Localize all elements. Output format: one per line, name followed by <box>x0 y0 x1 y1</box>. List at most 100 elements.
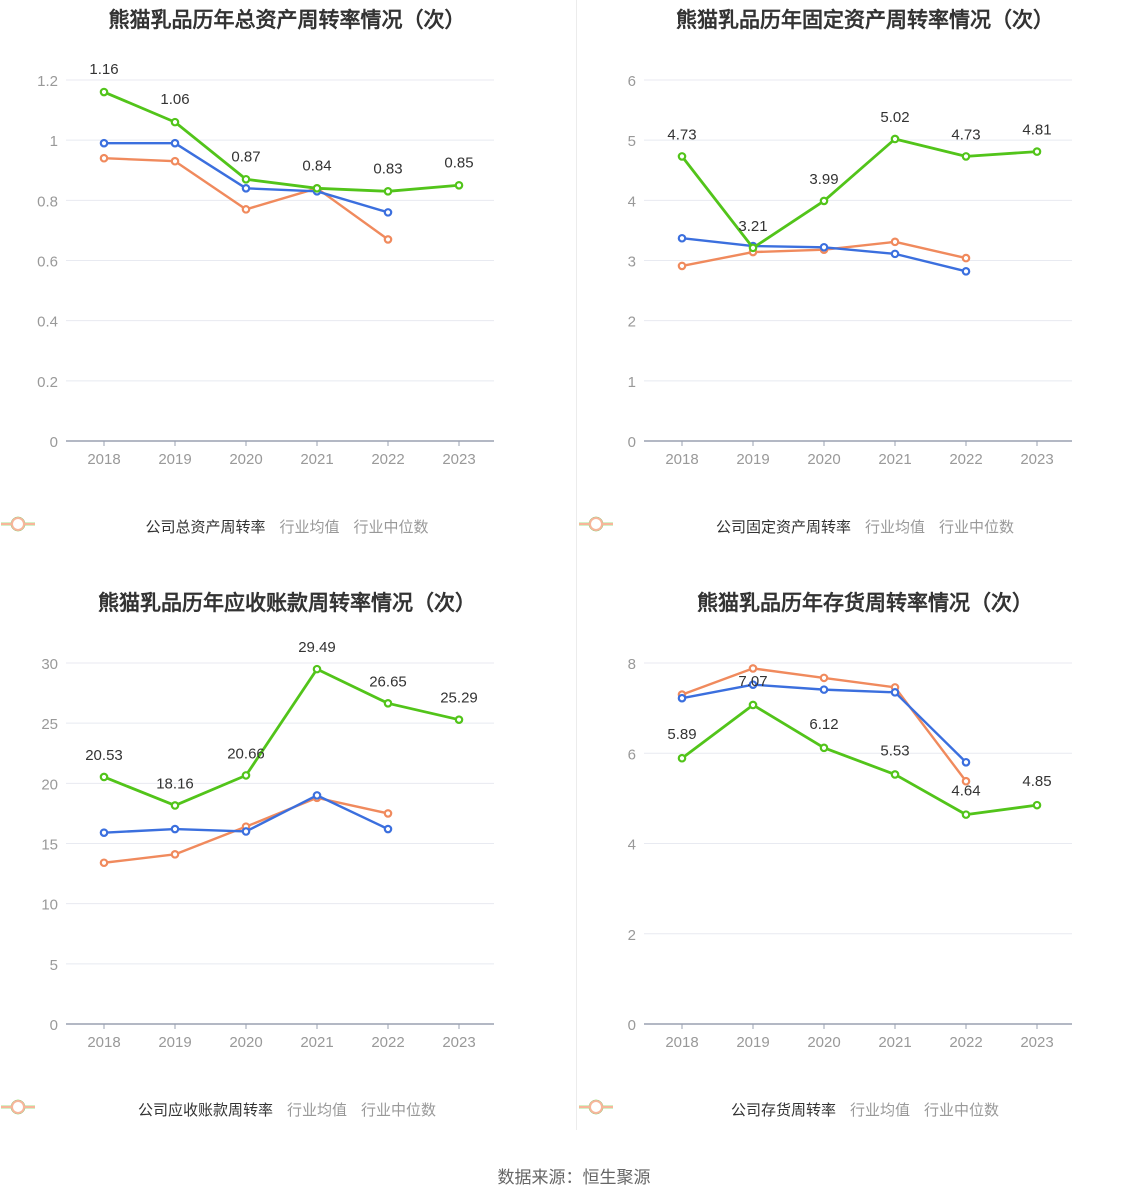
legend-item-industry-median[interactable]: 行业中位数 <box>1 516 429 537</box>
data-point-company <box>170 117 180 127</box>
data-point-company <box>961 810 971 819</box>
series-line-company <box>680 137 1038 250</box>
x-tick-label: 2021 <box>878 1034 911 1051</box>
data-label: 0.85 <box>444 154 473 171</box>
chart-plot: 0 5 10 15 20 25 30 2018 2019 2020 2021 2022 2023 20.5… <box>41 639 494 1051</box>
y-tick-label: 0 <box>50 1017 58 1034</box>
y-tick-label: 6 <box>628 73 636 90</box>
data-point-industry-avg <box>170 138 180 148</box>
legend-label: 公司存货周转率 <box>730 1102 836 1119</box>
data-point-industry-median <box>961 253 971 263</box>
legend-item-company[interactable]: 公司固定资产周转率 <box>579 516 851 537</box>
data-point-industry-median <box>383 235 393 244</box>
data-point-industry-avg <box>99 138 109 148</box>
data-point-company <box>819 196 829 206</box>
legend-item-industry-median[interactable]: 行业中位数 <box>1 1099 436 1120</box>
data-point-industry-avg <box>312 791 322 800</box>
chart-legend: 公司存货周转率 行业均值 行业中位数 <box>578 1099 1148 1120</box>
y-tick-label: 2 <box>628 314 636 331</box>
legend-item-industry-average[interactable]: 行业均值 <box>579 516 925 537</box>
y-tick-label: 4 <box>628 837 636 854</box>
data-label: 0.84 <box>302 157 331 174</box>
data-point-industry-avg <box>241 827 251 836</box>
data-point-industry-median <box>819 673 829 683</box>
data-label: 4.73 <box>951 126 980 143</box>
y-tick-label: 15 <box>41 837 58 854</box>
chart-title: 熊猫乳品历年固定资产周转率情况（次） <box>676 9 1054 32</box>
legend-item-industry-median[interactable]: 行业中位数 <box>579 1099 999 1120</box>
chart-legend: 公司固定资产周转率 行业均值 行业中位数 <box>578 516 1148 537</box>
x-tick-label: 2022 <box>949 1034 982 1051</box>
y-tick-label: 0 <box>628 1017 636 1034</box>
data-point-company <box>1032 147 1042 156</box>
legend-item-industry-median[interactable]: 行业中位数 <box>579 516 1014 537</box>
data-point-industry-avg <box>961 267 971 276</box>
data-point-company <box>748 243 758 253</box>
y-tick-label: 5 <box>628 133 636 150</box>
series-line-company <box>103 90 460 193</box>
x-tick-label: 2019 <box>158 451 191 468</box>
chart-plot: 0 1 2 3 4 5 6 2018 2019 2020 2021 2022 2023 4.73 3.21 3… <box>628 73 1072 468</box>
chart-plot: 0 2 4 6 8 2018 2019 2020 2021 2022 2023 5.89 7.07 6.1… <box>628 656 1072 1051</box>
legend-item-company[interactable]: 公司应收账款周转率 <box>1 1099 273 1120</box>
data-label: 0.83 <box>373 160 402 177</box>
data-label: 3.21 <box>738 218 767 235</box>
x-tick-label: 2022 <box>371 451 404 468</box>
chart-title: 熊猫乳品历年应收账款周转率情况（次） <box>98 592 476 615</box>
chart-title: 熊猫乳品历年存货周转率情况（次） <box>697 592 1033 615</box>
data-point-company <box>241 771 251 780</box>
x-tick-label: 2020 <box>807 1034 840 1051</box>
data-label: 7.07 <box>738 673 767 690</box>
data-point-industry-avg <box>961 757 971 767</box>
x-tick-label: 2021 <box>878 451 911 468</box>
data-point-industry-avg <box>677 233 687 243</box>
y-tick-label: 30 <box>41 656 58 673</box>
data-point-industry-median <box>748 664 758 673</box>
legend-industry-median-marker-icon <box>1 1100 35 1114</box>
x-tick-label: 2018 <box>665 1034 698 1051</box>
series-line-company <box>681 703 1038 817</box>
data-point-industry-median <box>170 156 180 166</box>
legend-label: 行业均值 <box>864 519 925 536</box>
y-tick-label: 0.4 <box>37 314 58 331</box>
legend-label: 公司总资产周转率 <box>145 519 266 536</box>
data-point-industry-avg <box>99 828 109 837</box>
data-point-industry-avg <box>819 685 829 694</box>
x-tick-label: 2020 <box>229 1034 262 1051</box>
data-point-industry-median <box>99 153 109 163</box>
data-label: 4.64 <box>951 783 980 800</box>
legend-item-industry-average[interactable]: 行业均值 <box>1 1099 347 1120</box>
data-label: 4.73 <box>667 126 696 143</box>
legend-item-company[interactable]: 公司总资产周转率 <box>1 516 266 537</box>
x-tick-label: 2021 <box>300 451 333 468</box>
y-tick-label: 1 <box>50 133 58 150</box>
data-point-industry-avg <box>890 249 900 259</box>
data-label: 5.02 <box>880 109 909 126</box>
data-point-industry-median <box>890 237 900 247</box>
x-tick-label: 2023 <box>442 451 475 468</box>
data-point-industry-avg <box>890 688 900 697</box>
data-point-company <box>748 700 758 710</box>
y-tick-label: 25 <box>41 716 58 733</box>
data-label: 1.16 <box>89 61 118 78</box>
data-point-industry-avg <box>241 184 251 193</box>
data-point-industry-avg <box>383 208 393 217</box>
data-point-industry-avg <box>383 824 393 834</box>
chart-title: 熊猫乳品历年总资产周转率情况（次） <box>108 9 466 32</box>
legend-label: 公司固定资产周转率 <box>715 519 851 536</box>
legend-item-company[interactable]: 公司存货周转率 <box>579 1099 836 1120</box>
data-point-industry-avg <box>677 693 687 703</box>
legend-item-industry-average[interactable]: 行业均值 <box>1 516 340 537</box>
y-tick-label: 3 <box>628 254 636 271</box>
legend-item-industry-average[interactable]: 行业均值 <box>579 1099 910 1120</box>
x-tick-label: 2022 <box>949 451 982 468</box>
data-point-industry-median <box>383 809 393 818</box>
series-line-company <box>103 667 460 807</box>
data-label: 0.87 <box>231 148 260 165</box>
data-point-company <box>890 770 900 779</box>
data-point-industry-median <box>677 261 687 271</box>
data-point-company <box>312 184 322 193</box>
data-label: 5.53 <box>880 742 909 759</box>
data-label: 4.81 <box>1022 122 1051 139</box>
x-tick-label: 2018 <box>87 451 120 468</box>
